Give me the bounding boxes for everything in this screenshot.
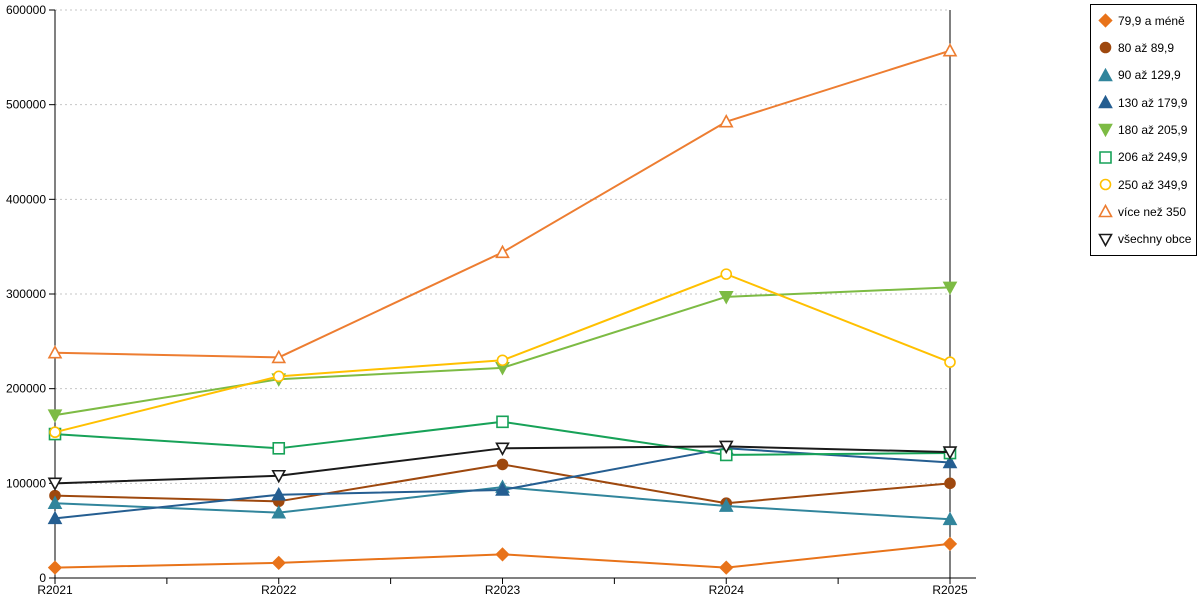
x-axis-tick-label: R2025 — [932, 583, 968, 597]
series-line — [54, 273, 951, 434]
y-axis-tick-label: 500000 — [6, 98, 46, 112]
legend-marker-icon — [1098, 95, 1113, 109]
y-axis-tick-label: 100000 — [6, 476, 46, 490]
legend-marker-icon — [1098, 13, 1113, 28]
y-axis-tick-label: 400000 — [6, 192, 46, 206]
legend-item-label: 79,9 a méně — [1118, 13, 1185, 28]
legend-item-label: 80 až 89,9 — [1118, 40, 1175, 55]
legend-item: 130 až 179,9 — [1098, 90, 1196, 116]
legend-item: 180 až 205,9 — [1098, 117, 1196, 143]
data-point-marker — [495, 442, 510, 456]
data-point-marker — [718, 114, 734, 128]
legend-marker-icon — [1098, 67, 1113, 82]
legend-item: 250 až 349,9 — [1098, 172, 1196, 198]
data-point-marker — [272, 442, 286, 455]
line-chart: 0 100000 200000 300000 400000 500000 600000 R20… — [6, 3, 976, 597]
data-point-marker — [496, 415, 509, 429]
legend-marker-icon — [1099, 42, 1112, 54]
data-point-marker — [495, 244, 510, 259]
data-point-marker — [49, 426, 61, 439]
data-point-marker — [47, 409, 63, 423]
legend-item-label: více než 350 — [1118, 204, 1187, 219]
data-point-marker — [718, 291, 734, 305]
data-point-marker — [719, 560, 734, 575]
legend-item: více než 350 — [1098, 199, 1196, 225]
data-point-marker — [47, 495, 63, 510]
data-point-marker — [718, 498, 734, 512]
legend-item-label: všechny obce — [1118, 232, 1192, 247]
legend-marker-icon — [1098, 233, 1113, 247]
data-point-marker — [271, 505, 287, 519]
data-point-marker — [942, 281, 958, 296]
legend-item-label: 180 až 205,9 — [1118, 122, 1188, 137]
x-axis-tick-label: R2024 — [709, 583, 745, 597]
y-axis-tick-label: 0 — [39, 571, 46, 585]
data-point-marker — [942, 536, 958, 552]
x-axis-tick-label: R2023 — [485, 583, 521, 597]
legend-item-label: 90 až 129,9 — [1118, 68, 1181, 83]
y-axis-tick-label: 300000 — [6, 287, 46, 301]
x-axis-tick-label: R2021 — [37, 583, 73, 597]
legend-item-label: 206 až 249,9 — [1118, 150, 1188, 165]
legend-marker-icon — [1099, 178, 1112, 191]
legend-item: 79,9 a méně — [1098, 8, 1196, 34]
data-point-marker — [942, 446, 958, 460]
data-point-marker — [271, 555, 286, 570]
data-point-marker — [496, 354, 509, 367]
legend-marker-icon — [1098, 124, 1113, 138]
legend-marker-icon — [1098, 204, 1113, 218]
data-point-marker — [47, 345, 63, 359]
legend-item-label: 130 až 179,9 — [1118, 95, 1188, 110]
data-point-marker — [271, 487, 287, 501]
data-point-marker — [718, 440, 734, 455]
data-point-marker — [271, 469, 287, 484]
y-axis-tick-label: 200000 — [6, 382, 46, 396]
legend-item: 80 až 89,9 — [1098, 35, 1196, 61]
data-point-marker — [942, 511, 958, 526]
legend-marker-icon — [1099, 150, 1112, 164]
data-point-marker — [944, 477, 956, 490]
data-point-marker — [495, 482, 510, 496]
data-point-marker — [942, 454, 958, 469]
data-point-marker — [944, 356, 956, 368]
legend-item-label: 250 až 349,9 — [1118, 177, 1188, 192]
data-point-marker — [942, 43, 958, 57]
x-axis-tick-label: R2022 — [261, 583, 297, 597]
data-point-marker — [47, 477, 63, 492]
series-line — [54, 286, 951, 417]
data-point-marker — [272, 370, 285, 383]
legend-item: 90 až 129,9 — [1098, 62, 1196, 88]
y-axis-tick-label: 600000 — [6, 3, 46, 17]
legend-item: 206 až 249,9 — [1098, 144, 1196, 170]
series-line — [54, 49, 951, 359]
data-point-marker — [496, 458, 509, 471]
data-point-marker — [47, 510, 63, 525]
data-point-marker — [47, 560, 63, 575]
data-point-marker — [495, 547, 510, 562]
data-point-marker — [271, 349, 287, 364]
data-point-marker — [720, 268, 733, 280]
legend-item: všechny obce — [1098, 226, 1196, 252]
chart-legend: 79,9 a méně 80 až 89,9 90 až 129,9 130 až 1… — [1090, 4, 1197, 256]
